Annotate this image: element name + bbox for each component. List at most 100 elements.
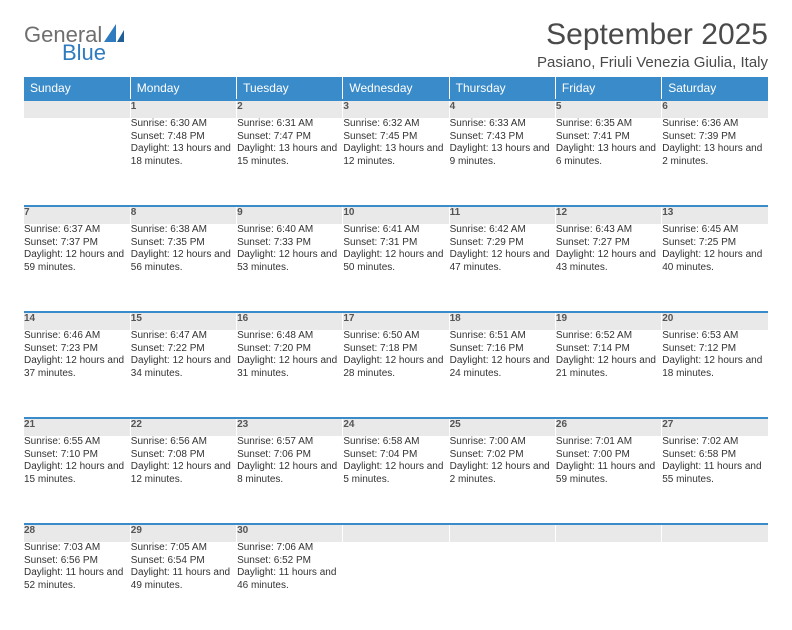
sunset-text: Sunset: 7:02 PM xyxy=(450,449,555,462)
sunrise-text: Sunrise: 6:56 AM xyxy=(131,436,236,449)
day-content-row: Sunrise: 6:55 AMSunset: 7:10 PMDaylight:… xyxy=(24,436,768,524)
sunset-text: Sunset: 7:04 PM xyxy=(343,449,448,462)
brand-logo: General Blue xyxy=(24,18,124,64)
sunset-text: Sunset: 7:31 PM xyxy=(343,237,448,250)
day-cell: Sunrise: 6:58 AMSunset: 7:04 PMDaylight:… xyxy=(343,436,449,524)
daylight-text: Daylight: 12 hours and 28 minutes. xyxy=(343,355,448,380)
daylight-text: Daylight: 11 hours and 59 minutes. xyxy=(556,461,661,486)
sunrise-text: Sunrise: 6:47 AM xyxy=(131,330,236,343)
day-number: 20 xyxy=(662,312,768,330)
day-number: 21 xyxy=(24,418,130,436)
calendar-page: General Blue September 2025 Pasiano, Fri… xyxy=(0,0,792,630)
daylight-text: Daylight: 12 hours and 37 minutes. xyxy=(24,355,130,380)
day-number: 10 xyxy=(343,206,449,224)
sunset-text: Sunset: 7:18 PM xyxy=(343,343,448,356)
day-number: 2 xyxy=(237,100,343,118)
day-cell: Sunrise: 6:40 AMSunset: 7:33 PMDaylight:… xyxy=(237,224,343,312)
sunrise-text: Sunrise: 6:46 AM xyxy=(24,330,130,343)
day-cell: Sunrise: 7:01 AMSunset: 7:00 PMDaylight:… xyxy=(555,436,661,524)
dayhead-thu: Thursday xyxy=(449,77,555,100)
day-number: 18 xyxy=(449,312,555,330)
day-cell: Sunrise: 6:35 AMSunset: 7:41 PMDaylight:… xyxy=(555,118,661,206)
day-cell: Sunrise: 6:53 AMSunset: 7:12 PMDaylight:… xyxy=(662,330,768,418)
day-number xyxy=(555,524,661,542)
day-cell: Sunrise: 6:46 AMSunset: 7:23 PMDaylight:… xyxy=(24,330,130,418)
sunrise-text: Sunrise: 6:38 AM xyxy=(131,224,236,237)
day-number: 9 xyxy=(237,206,343,224)
day-cell: Sunrise: 6:55 AMSunset: 7:10 PMDaylight:… xyxy=(24,436,130,524)
sunset-text: Sunset: 7:12 PM xyxy=(662,343,768,356)
day-cell: Sunrise: 6:56 AMSunset: 7:08 PMDaylight:… xyxy=(130,436,236,524)
day-cell xyxy=(343,542,449,630)
sunrise-text: Sunrise: 6:30 AM xyxy=(131,118,236,131)
day-cell: Sunrise: 7:00 AMSunset: 7:02 PMDaylight:… xyxy=(449,436,555,524)
day-number: 22 xyxy=(130,418,236,436)
day-number: 7 xyxy=(24,206,130,224)
day-number xyxy=(343,524,449,542)
day-number: 24 xyxy=(343,418,449,436)
daylight-text: Daylight: 12 hours and 56 minutes. xyxy=(131,249,236,274)
calendar-body: 123456Sunrise: 6:30 AMSunset: 7:48 PMDay… xyxy=(24,100,768,630)
day-cell: Sunrise: 7:05 AMSunset: 6:54 PMDaylight:… xyxy=(130,542,236,630)
sunset-text: Sunset: 7:14 PM xyxy=(556,343,661,356)
day-cell: Sunrise: 6:37 AMSunset: 7:37 PMDaylight:… xyxy=(24,224,130,312)
sunset-text: Sunset: 7:25 PM xyxy=(662,237,768,250)
day-number: 4 xyxy=(449,100,555,118)
sunrise-text: Sunrise: 6:53 AM xyxy=(662,330,768,343)
daylight-text: Daylight: 12 hours and 5 minutes. xyxy=(343,461,448,486)
sunrise-text: Sunrise: 6:32 AM xyxy=(343,118,448,131)
daylight-text: Daylight: 12 hours and 31 minutes. xyxy=(237,355,342,380)
day-cell: Sunrise: 6:41 AMSunset: 7:31 PMDaylight:… xyxy=(343,224,449,312)
day-cell: Sunrise: 6:38 AMSunset: 7:35 PMDaylight:… xyxy=(130,224,236,312)
sunrise-text: Sunrise: 6:41 AM xyxy=(343,224,448,237)
day-cell xyxy=(24,118,130,206)
sunset-text: Sunset: 7:22 PM xyxy=(131,343,236,356)
sunrise-text: Sunrise: 6:58 AM xyxy=(343,436,448,449)
day-cell: Sunrise: 6:33 AMSunset: 7:43 PMDaylight:… xyxy=(449,118,555,206)
daylight-text: Daylight: 13 hours and 9 minutes. xyxy=(450,143,555,168)
dayhead-mon: Monday xyxy=(130,77,236,100)
day-number: 26 xyxy=(555,418,661,436)
day-cell: Sunrise: 6:57 AMSunset: 7:06 PMDaylight:… xyxy=(237,436,343,524)
daylight-text: Daylight: 11 hours and 49 minutes. xyxy=(131,567,236,592)
sunrise-text: Sunrise: 7:06 AM xyxy=(237,542,342,555)
sunrise-text: Sunrise: 7:03 AM xyxy=(24,542,130,555)
sunset-text: Sunset: 7:33 PM xyxy=(237,237,342,250)
sail-icon xyxy=(104,24,124,42)
day-cell xyxy=(662,542,768,630)
sunrise-text: Sunrise: 6:31 AM xyxy=(237,118,342,131)
day-number: 23 xyxy=(237,418,343,436)
daynum-row: 123456 xyxy=(24,100,768,118)
calendar-head: Sunday Monday Tuesday Wednesday Thursday… xyxy=(24,77,768,100)
day-number xyxy=(662,524,768,542)
sunset-text: Sunset: 7:06 PM xyxy=(237,449,342,462)
title-block: September 2025 Pasiano, Friuli Venezia G… xyxy=(537,18,768,71)
daylight-text: Daylight: 12 hours and 59 minutes. xyxy=(24,249,130,274)
day-cell: Sunrise: 6:51 AMSunset: 7:16 PMDaylight:… xyxy=(449,330,555,418)
sunset-text: Sunset: 7:27 PM xyxy=(556,237,661,250)
location-subtitle: Pasiano, Friuli Venezia Giulia, Italy xyxy=(537,54,768,71)
daynum-row: 282930 xyxy=(24,524,768,542)
daylight-text: Daylight: 12 hours and 40 minutes. xyxy=(662,249,768,274)
daylight-text: Daylight: 11 hours and 52 minutes. xyxy=(24,567,130,592)
dayhead-sat: Saturday xyxy=(662,77,768,100)
day-cell xyxy=(449,542,555,630)
sunset-text: Sunset: 6:58 PM xyxy=(662,449,768,462)
day-cell xyxy=(555,542,661,630)
daylight-text: Daylight: 13 hours and 18 minutes. xyxy=(131,143,236,168)
day-cell: Sunrise: 6:36 AMSunset: 7:39 PMDaylight:… xyxy=(662,118,768,206)
sunrise-text: Sunrise: 6:48 AM xyxy=(237,330,342,343)
day-number: 16 xyxy=(237,312,343,330)
day-cell: Sunrise: 7:02 AMSunset: 6:58 PMDaylight:… xyxy=(662,436,768,524)
sunrise-text: Sunrise: 6:45 AM xyxy=(662,224,768,237)
daylight-text: Daylight: 11 hours and 46 minutes. xyxy=(237,567,342,592)
sunrise-text: Sunrise: 6:52 AM xyxy=(556,330,661,343)
sunset-text: Sunset: 6:56 PM xyxy=(24,555,130,568)
day-cell: Sunrise: 6:42 AMSunset: 7:29 PMDaylight:… xyxy=(449,224,555,312)
daylight-text: Daylight: 12 hours and 24 minutes. xyxy=(450,355,555,380)
sunset-text: Sunset: 7:16 PM xyxy=(450,343,555,356)
sunrise-text: Sunrise: 6:55 AM xyxy=(24,436,130,449)
sunset-text: Sunset: 7:35 PM xyxy=(131,237,236,250)
sunset-text: Sunset: 7:45 PM xyxy=(343,131,448,144)
sunrise-text: Sunrise: 6:40 AM xyxy=(237,224,342,237)
